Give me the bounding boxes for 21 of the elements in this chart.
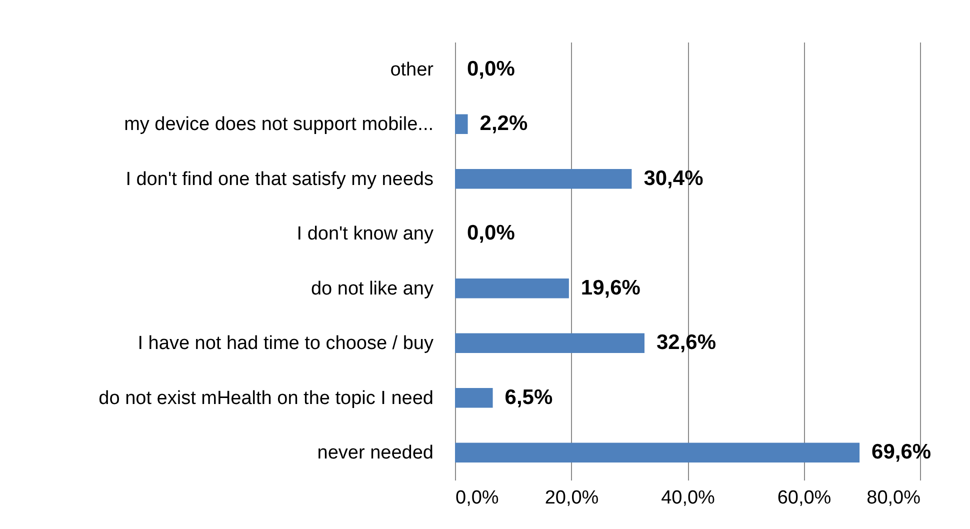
y-tick-label: do not exist mHealth on the topic I need [98,388,434,409]
data-label: 6,5% [504,386,553,409]
y-tick-label: other [390,59,434,80]
data-label: 0,0% [467,222,516,245]
data-label: 69,6% [872,440,932,464]
data-label: 0,0% [467,57,516,80]
x-tick-label: 0,0% [456,488,499,508]
y-tick-label: my device does not support mobile... [124,114,434,136]
data-label: 30,4% [644,166,704,190]
data-label: 19,6% [580,276,641,300]
y-tick-label: I have not had time to choose / buy [138,333,434,354]
y-tick-label: I don't know any [296,224,434,245]
x-tick-label: 20,0% [544,488,599,508]
y-tick-label: I don't find one that satisfy my needs [126,168,434,190]
data-label: 2,2% [480,112,528,136]
y-tick-label: never needed [317,442,434,464]
x-tick-label: 60,0% [777,488,832,508]
x-tick-label: 40,0% [661,488,716,508]
data-label: 32,6% [656,331,716,354]
y-tick-label: do not like any [310,278,434,300]
x-tick-label: 80,0% [866,488,921,508]
